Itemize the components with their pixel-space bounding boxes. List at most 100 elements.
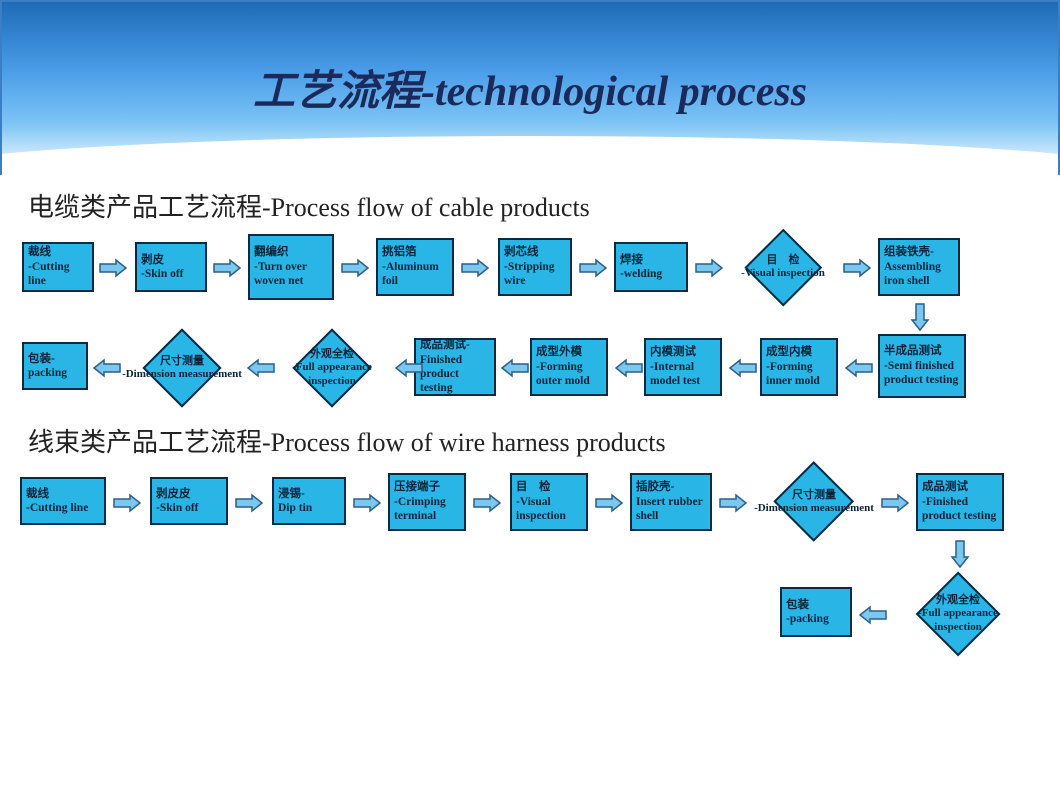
flowchart-harness: 裁线-Cutting line 剥皮皮-Skin off 浸锡-Dip tin 压接端… bbox=[0, 467, 1060, 667]
node-label-cn: 目 检 bbox=[516, 480, 551, 494]
arrow-l-icon bbox=[614, 358, 644, 378]
flow-node-m9: 外观全检-Full appearance inspection bbox=[894, 571, 1022, 657]
flow-node-n1: 裁线-Cutting line bbox=[22, 242, 94, 292]
flow-node-m3: 浸锡-Dip tin bbox=[272, 477, 346, 525]
node-label-en: -Skin off bbox=[156, 501, 199, 515]
flow-node-n16: 包装-packing bbox=[22, 342, 88, 390]
page-title: 工艺流程-technological process bbox=[2, 2, 1058, 118]
section2-title: 线束类产品工艺流程-Process flow of wire harness p… bbox=[28, 422, 1060, 459]
flow-node-n13: 成品测试-Finished product testing bbox=[414, 338, 496, 396]
node-label-en: -Finished product testing bbox=[922, 495, 998, 524]
flow-node-n8: 组装铁壳-Assembling iron shell bbox=[878, 238, 960, 296]
arrow-d-icon bbox=[910, 302, 930, 332]
flow-node-n5: 剥芯线-Stripping wire bbox=[498, 238, 572, 296]
arrow-r-icon bbox=[352, 493, 382, 513]
node-label-cn: 剥皮皮 bbox=[156, 487, 191, 501]
header-banner: 工艺流程-technological process bbox=[0, 0, 1060, 175]
flow-node-n14: 外观全检-Full appearance inspection bbox=[272, 328, 392, 408]
node-label-en: Dip tin bbox=[278, 501, 312, 515]
node-label-en: -packing bbox=[786, 612, 829, 626]
node-label-en: -welding bbox=[620, 267, 662, 281]
node-label-cn: 裁线 bbox=[26, 487, 49, 501]
arrow-r-icon bbox=[112, 493, 142, 513]
node-label-cn: 包装 bbox=[786, 598, 809, 612]
node-label-cn: 半成品测试 bbox=[884, 344, 942, 358]
flow-node-n10: 成型内模-Forming inner mold bbox=[760, 338, 838, 396]
node-label-cn: 浸锡- bbox=[278, 487, 305, 501]
node-label-en: -Cutting line bbox=[28, 260, 88, 289]
arrow-l-icon bbox=[858, 605, 888, 625]
node-label-en: -Internal model test bbox=[650, 360, 716, 389]
arrow-l-icon bbox=[844, 358, 874, 378]
arrow-r-icon bbox=[212, 258, 242, 278]
arrow-r-icon bbox=[718, 493, 748, 513]
arrow-r-icon bbox=[234, 493, 264, 513]
node-label-en: -Skin off bbox=[141, 267, 184, 281]
arrow-l-icon bbox=[92, 358, 122, 378]
node-label-cn: 成品测试- bbox=[420, 338, 470, 352]
arrow-r-icon bbox=[578, 258, 608, 278]
node-label-en: Assembling iron shell bbox=[884, 260, 954, 289]
arrow-l-icon bbox=[500, 358, 530, 378]
node-label-cn: 包装- bbox=[28, 352, 55, 366]
flow-node-m8: 成品测试-Finished product testing bbox=[916, 473, 1004, 531]
flow-node-m1: 裁线-Cutting line bbox=[20, 477, 106, 525]
node-label-cn: 成品测试 bbox=[922, 480, 968, 494]
node-label-cn: 组装铁壳- bbox=[884, 245, 934, 259]
flow-node-n9: 半成品测试-Semi finished product testing bbox=[878, 334, 966, 398]
arrow-l-icon bbox=[728, 358, 758, 378]
node-label: 尺寸测量-Dimension measurement bbox=[122, 328, 242, 408]
flow-node-n3: 翻编织-Turn over woven net bbox=[248, 234, 334, 300]
flow-node-n7: 目 检-Visual inspection bbox=[728, 228, 838, 306]
node-label: 尺寸测量-Dimension measurement bbox=[752, 461, 876, 543]
node-label-en: Finished product testing bbox=[420, 353, 490, 396]
arrow-r-icon bbox=[340, 258, 370, 278]
node-label-cn: 内模测试 bbox=[650, 345, 696, 359]
flow-node-m7: 尺寸测量-Dimension measurement bbox=[752, 461, 876, 543]
flow-node-n11: 内模测试-Internal model test bbox=[644, 338, 722, 396]
node-label-en: -Aluminum foil bbox=[382, 260, 448, 289]
flow-node-n12: 成型外模-Forming outer mold bbox=[530, 338, 608, 396]
node-label-cn: 插胶壳- bbox=[636, 480, 674, 494]
node-label-en: packing bbox=[28, 366, 67, 380]
arrow-r-icon bbox=[880, 493, 910, 513]
arrow-r-icon bbox=[694, 258, 724, 278]
node-label-cn: 成型内模 bbox=[766, 345, 812, 359]
node-label-cn: 焊接 bbox=[620, 253, 643, 267]
flow-node-m2: 剥皮皮-Skin off bbox=[150, 477, 228, 525]
node-label-cn: 压接端子 bbox=[394, 480, 440, 494]
node-label-en: -Forming outer mold bbox=[536, 360, 602, 389]
node-label-en: -Crimping terminal bbox=[394, 495, 460, 524]
flow-node-m4: 压接端子-Crimping terminal bbox=[388, 473, 466, 531]
flow-node-n2: 剥皮-Skin off bbox=[135, 242, 207, 292]
node-label-cn: 裁线 bbox=[28, 245, 51, 259]
flow-node-m5: 目 检-Visual inspection bbox=[510, 473, 588, 531]
section1-title: 电缆类产品工艺流程-Process flow of cable products bbox=[28, 187, 1060, 224]
arrow-r-icon bbox=[842, 258, 872, 278]
flow-node-n15: 尺寸测量-Dimension measurement bbox=[122, 328, 242, 408]
node-label: 外观全检-Full appearance inspection bbox=[894, 571, 1022, 657]
arrow-l-icon bbox=[246, 358, 276, 378]
arrow-l-icon bbox=[394, 358, 424, 378]
node-label-en: -Visual inspection bbox=[516, 495, 582, 524]
node-label-cn: 剥皮 bbox=[141, 253, 164, 267]
node-label-cn: 剥芯线 bbox=[504, 245, 539, 259]
node-label-cn: 成型外模 bbox=[536, 345, 582, 359]
arrow-r-icon bbox=[594, 493, 624, 513]
node-label-en: -Forming inner mold bbox=[766, 360, 832, 389]
node-label-en: -Cutting line bbox=[26, 501, 88, 515]
flow-node-m6: 插胶壳-Insert rubber shell bbox=[630, 473, 712, 531]
node-label: 目 检-Visual inspection bbox=[728, 228, 838, 306]
node-label-en: -Semi finished product testing bbox=[884, 359, 960, 388]
node-label-en: -Turn over woven net bbox=[254, 260, 328, 289]
node-label-cn: 挑铝箔 bbox=[382, 245, 417, 259]
arrow-r-icon bbox=[472, 493, 502, 513]
node-label-en: Insert rubber shell bbox=[636, 495, 706, 524]
flow-node-n4: 挑铝箔-Aluminum foil bbox=[376, 238, 454, 296]
flowchart-cable: 裁线-Cutting line 剥皮-Skin off 翻编织-Turn over … bbox=[0, 232, 1060, 412]
arrow-d-icon bbox=[950, 539, 970, 569]
arrow-r-icon bbox=[460, 258, 490, 278]
arrow-r-icon bbox=[98, 258, 128, 278]
node-label-cn: 翻编织 bbox=[254, 245, 289, 259]
flow-node-n6: 焊接-welding bbox=[614, 242, 688, 292]
